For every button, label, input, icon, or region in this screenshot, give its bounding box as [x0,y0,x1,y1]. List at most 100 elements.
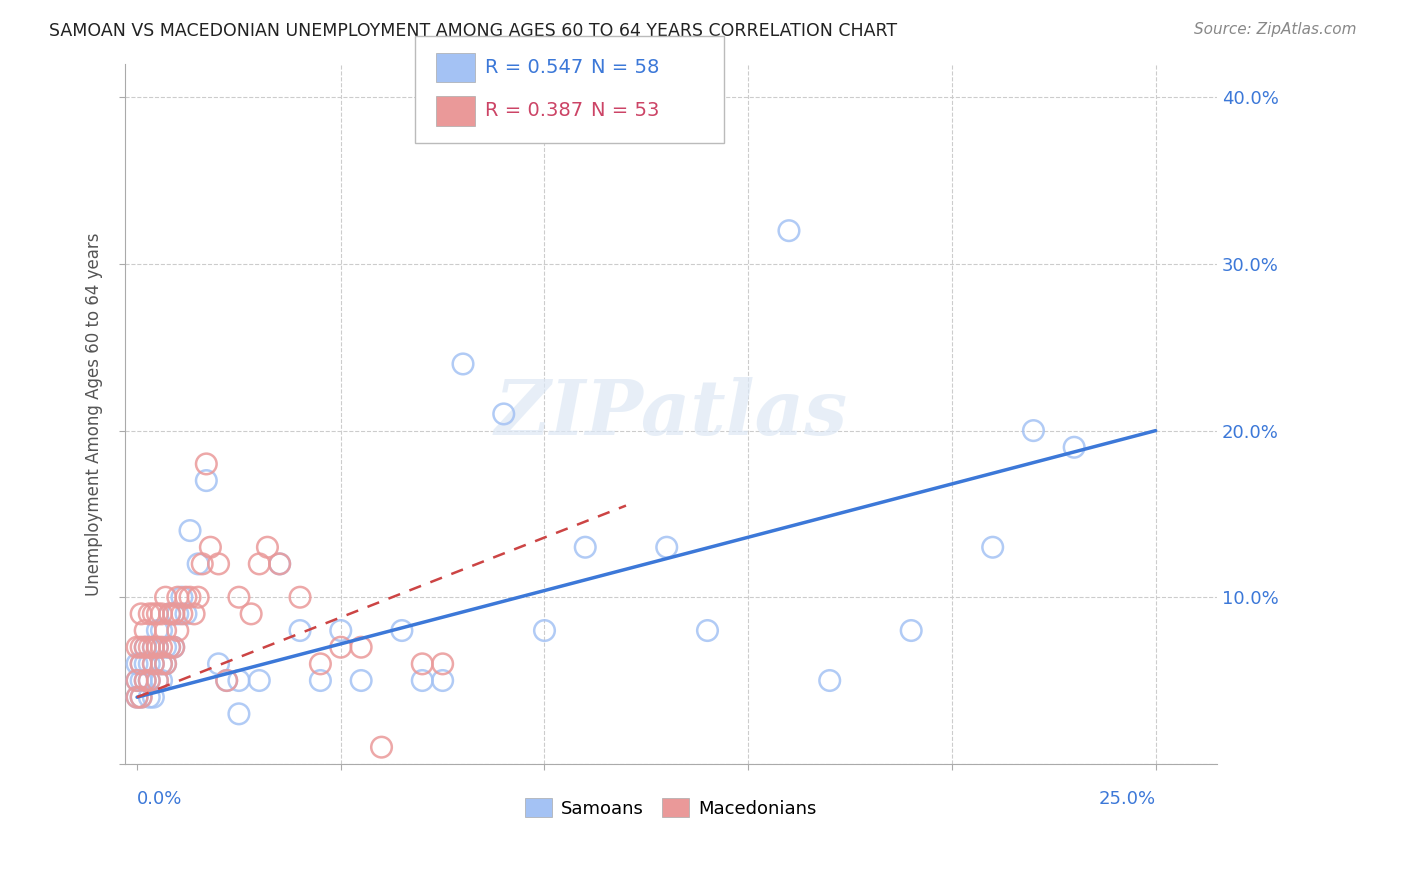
Point [696,624,718,638]
Point [146,607,169,621]
Point [150,624,173,638]
Point [288,591,311,605]
Point [150,640,173,655]
Point [142,640,165,655]
Point [150,657,173,671]
Point [142,657,165,671]
Point [288,624,311,638]
Point [329,640,352,655]
Point [155,657,177,671]
Y-axis label: Unemployment Among Ages 60 to 64 years: Unemployment Among Ages 60 to 64 years [86,232,103,596]
Point [247,557,270,571]
Point [129,607,152,621]
Point [159,607,181,621]
Point [134,673,156,688]
Point [138,673,160,688]
Text: 0.0%: 0.0% [136,790,183,808]
Point [125,690,148,705]
Point [138,673,160,688]
Point [174,591,197,605]
Point [256,540,278,554]
Point [1022,424,1045,438]
Point [146,673,169,688]
Point [142,640,165,655]
Text: SAMOAN VS MACEDONIAN UNEMPLOYMENT AMONG AGES 60 TO 64 YEARS CORRELATION CHART: SAMOAN VS MACEDONIAN UNEMPLOYMENT AMONG … [49,22,897,40]
Point [187,557,209,571]
Text: R = 0.387: R = 0.387 [485,102,583,120]
Point [159,607,181,621]
Point [129,657,152,671]
Point [150,657,173,671]
Point [411,673,433,688]
Point [142,607,165,621]
Point [125,673,148,688]
Point [163,607,186,621]
Point [166,607,188,621]
Point [329,624,352,638]
Point [195,457,218,471]
Point [451,357,474,371]
Point [146,673,169,688]
Point [142,657,165,671]
Legend: Samoans, Macedonians: Samoans, Macedonians [517,791,824,825]
Point [150,607,173,621]
Point [533,624,555,638]
Point [350,673,373,688]
Point [170,607,193,621]
Point [163,607,186,621]
Point [655,540,678,554]
Point [228,591,250,605]
Point [183,607,205,621]
Point [981,540,1004,554]
Point [574,540,596,554]
Point [138,607,160,621]
Point [215,673,238,688]
Point [195,474,218,488]
Point [155,624,177,638]
Point [129,673,152,688]
Point [146,640,169,655]
Point [155,640,177,655]
Point [134,624,156,638]
Point [818,673,841,688]
Point [150,673,173,688]
Point [146,640,169,655]
Point [155,591,177,605]
Point [391,624,413,638]
Point [170,591,193,605]
Point [138,690,160,705]
Point [125,690,148,705]
Point [163,640,186,655]
Point [134,657,156,671]
Text: N = 53: N = 53 [591,102,659,120]
Point [191,557,214,571]
Point [129,657,152,671]
Point [134,640,156,655]
Point [129,690,152,705]
Point [142,690,165,705]
Text: N = 58: N = 58 [591,58,659,77]
Point [228,706,250,721]
Point [778,224,800,238]
Point [125,673,148,688]
Point [134,640,156,655]
Point [269,557,291,571]
Point [155,657,177,671]
Text: R = 0.547: R = 0.547 [485,58,583,77]
Point [269,557,291,571]
Point [207,657,229,671]
Point [166,624,188,638]
Point [187,591,209,605]
Point [492,407,515,421]
Point [370,740,392,755]
Point [134,673,156,688]
Point [432,657,454,671]
Point [200,540,222,554]
Point [350,640,373,655]
Point [900,624,922,638]
Point [166,591,188,605]
Text: 25.0%: 25.0% [1098,790,1156,808]
Point [125,657,148,671]
Point [215,673,238,688]
Point [159,640,181,655]
